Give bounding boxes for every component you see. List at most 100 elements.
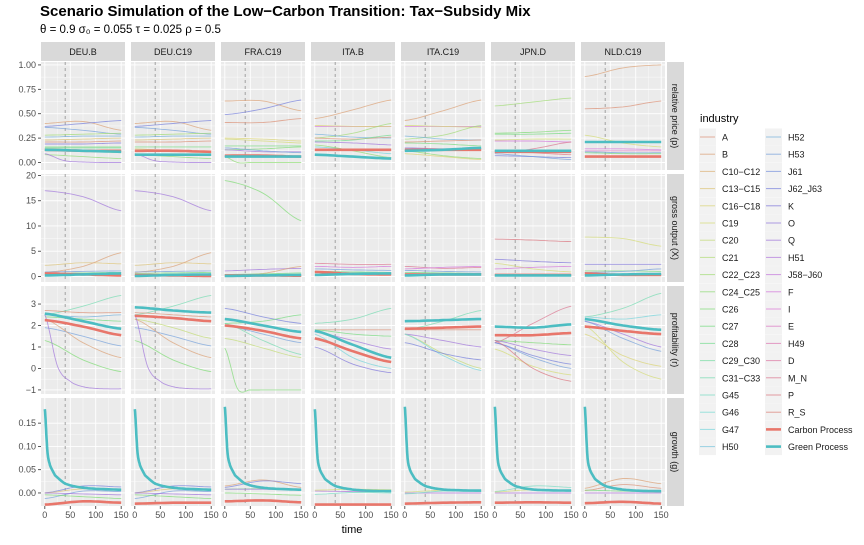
x-tick-label: 50 — [65, 510, 75, 520]
legend-label: K — [788, 201, 794, 211]
x-tick-label: 150 — [204, 510, 219, 520]
legend-label: J58−J60 — [788, 270, 822, 280]
chart-title: Scenario Simulation of the Low−Carbon Tr… — [40, 3, 531, 20]
legend-label: D — [788, 356, 795, 366]
panel-DEU.B-0 — [41, 62, 125, 170]
facet-label: JPN.D — [520, 47, 547, 57]
legend-label: E — [788, 322, 794, 332]
series-line-green-process — [225, 275, 301, 276]
legend-label: O — [788, 219, 795, 229]
x-tick-label: 50 — [425, 510, 435, 520]
row-label: profitability (r) — [670, 313, 680, 368]
legend-label: C19 — [722, 219, 739, 229]
x-tick-label: 150 — [564, 510, 579, 520]
legend-label: G47 — [722, 425, 739, 435]
x-tick-label: 50 — [245, 510, 255, 520]
legend-label: C27 — [722, 322, 739, 332]
panel-ITA.B-0 — [311, 62, 395, 170]
x-tick-label: 0 — [132, 510, 137, 520]
panel-FRA.C19-3 — [221, 398, 305, 506]
panel-JPN.D-3 — [491, 398, 575, 506]
y-tick-label: 0.50 — [18, 109, 36, 119]
panel-JPN.D-1 — [491, 174, 575, 282]
y-tick-label: 0.00 — [18, 488, 36, 498]
panel-NLD.C19-3 — [581, 398, 665, 506]
series-line-green-process — [135, 274, 211, 276]
x-tick-label: 150 — [474, 510, 489, 520]
y-tick-label: 0.05 — [18, 465, 36, 475]
x-tick-label: 100 — [88, 510, 103, 520]
panel-NLD.C19-0 — [581, 62, 665, 170]
legend-label: B — [722, 150, 728, 160]
legend-label: Green Process — [788, 442, 849, 452]
y-tick-label: 3 — [31, 299, 36, 309]
chart-subtitle: θ = 0.9 σ₀ = 0.055 τ = 0.025 ρ = 0.5 — [40, 24, 221, 36]
facet-label: ITA.C19 — [427, 47, 459, 57]
legend-label: C28 — [722, 339, 739, 349]
x-tick-label: 100 — [178, 510, 193, 520]
panel-JPN.D-0 — [491, 62, 575, 170]
panel-ITA.C19-0 — [401, 62, 485, 170]
legend-label: J62_J63 — [788, 184, 822, 194]
panel-DEU.C19-3 — [131, 398, 215, 506]
x-axis-title: time — [342, 524, 363, 536]
panel-DEU.C19-0 — [131, 62, 215, 170]
y-tick-label: 0.75 — [18, 84, 36, 94]
series-line-green-process — [405, 274, 481, 275]
y-tick-label: 15 — [26, 196, 36, 206]
x-tick-label: 0 — [312, 510, 317, 520]
x-tick-label: 100 — [538, 510, 553, 520]
legend: industry ABC10−C12C13−C15C16−C18C19C20C2… — [699, 113, 853, 455]
legend-label: H52 — [788, 133, 805, 143]
x-tick-label: 150 — [114, 510, 129, 520]
panel-ITA.C19-1 — [401, 174, 485, 282]
series-line-green-process — [315, 273, 391, 275]
row-label: gross output (X) — [670, 196, 680, 260]
legend-label: R_S — [788, 408, 806, 418]
panel-FRA.C19-1 — [221, 174, 305, 282]
y-tick-label: 1 — [31, 342, 36, 352]
legend-label: C26 — [722, 305, 739, 315]
legend-label: G46 — [722, 408, 739, 418]
legend-label: P — [788, 391, 794, 401]
legend-label: C20 — [722, 236, 739, 246]
facet-label: FRA.C19 — [244, 47, 281, 57]
y-tick-label: 20 — [26, 171, 36, 181]
y-tick-label: 0.25 — [18, 133, 36, 143]
x-tick-label: 150 — [654, 510, 669, 520]
panel-ITA.C19-2 — [401, 286, 485, 394]
x-tick-label: 150 — [294, 510, 309, 520]
row-label: relative price (p) — [670, 84, 680, 149]
y-tick-label: 0.00 — [18, 157, 36, 167]
panel-ITA.B-2 — [311, 286, 395, 394]
row-label: growth (g) — [670, 432, 680, 473]
x-tick-label: 0 — [402, 510, 407, 520]
panel-FRA.C19-0 — [221, 62, 305, 170]
panel-NLD.C19-2 — [581, 286, 665, 394]
facet-label: NLD.C19 — [604, 47, 641, 57]
legend-label: Q — [788, 236, 795, 246]
facet-label: ITA.B — [342, 47, 364, 57]
legend-label: H50 — [722, 442, 739, 452]
panel-DEU.C19-1 — [131, 174, 215, 282]
panel-FRA.C19-2 — [221, 286, 305, 394]
y-tick-label: 2 — [31, 321, 36, 331]
x-tick-label: 0 — [582, 510, 587, 520]
x-tick-label: 50 — [335, 510, 345, 520]
x-tick-label: 150 — [384, 510, 399, 520]
legend-label: C16−C18 — [722, 201, 760, 211]
legend-title: industry — [700, 113, 739, 125]
legend-label: C10−C12 — [722, 167, 760, 177]
y-tick-label: 0 — [31, 363, 36, 373]
x-tick-label: 100 — [448, 510, 463, 520]
y-tick-label: 5 — [31, 246, 36, 256]
x-tick-label: 100 — [268, 510, 283, 520]
panel-DEU.B-3 — [41, 398, 125, 506]
legend-label: C24_C25 — [722, 287, 760, 297]
panel-JPN.D-2 — [491, 286, 575, 394]
legend-label: J61 — [788, 167, 803, 177]
legend-label: Carbon Process — [788, 425, 853, 435]
legend-label: G45 — [722, 391, 739, 401]
